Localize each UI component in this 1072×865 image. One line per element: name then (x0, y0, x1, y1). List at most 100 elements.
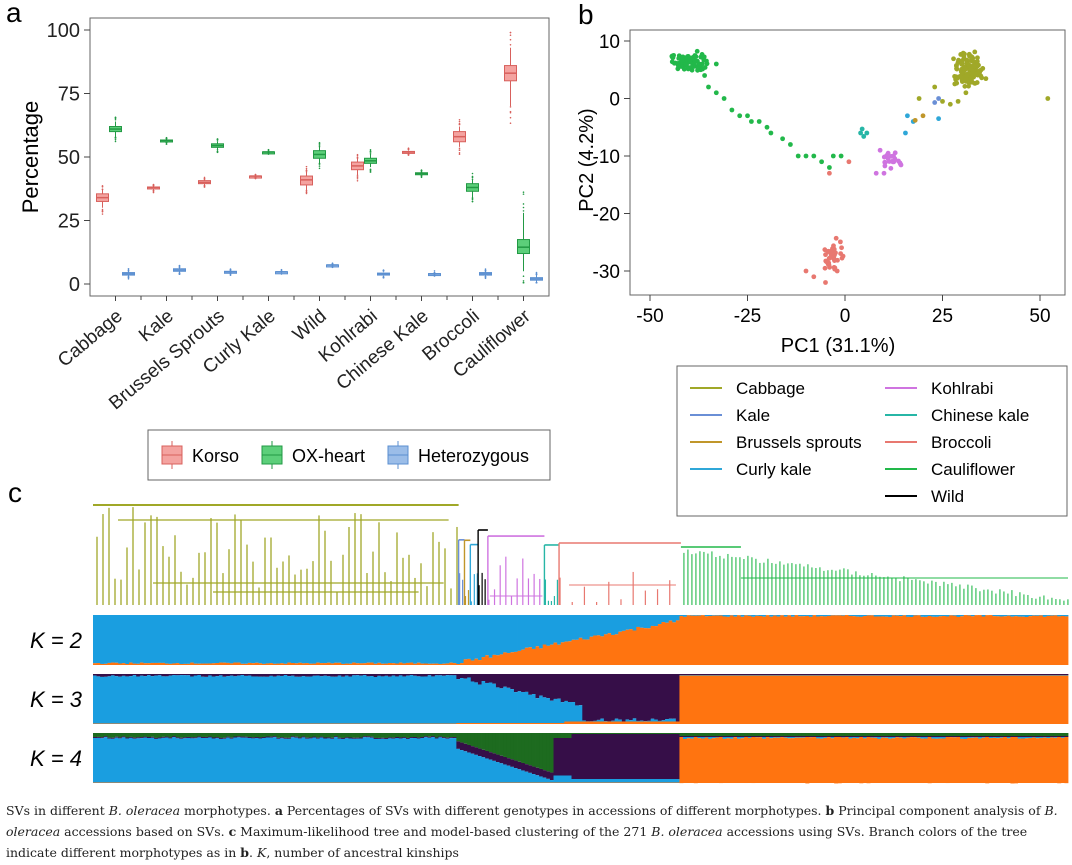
y-tick-label: 75 (58, 84, 80, 106)
admixture-segment (409, 737, 414, 739)
admixture-segment (826, 615, 831, 665)
admixture-segment (672, 733, 677, 734)
admixture-segment (157, 662, 162, 665)
admixture-segment (409, 738, 414, 783)
admixture-segment (276, 663, 281, 665)
admixture-segment (942, 738, 947, 783)
admixture-segment (560, 674, 565, 703)
admixture-segment (312, 782, 317, 783)
admixture-segment (1053, 675, 1058, 724)
admixture-segment (229, 674, 234, 676)
box-outlier (522, 275, 525, 278)
admixture-segment (146, 723, 151, 724)
admixture-segment (258, 738, 263, 783)
admixture-segment (1060, 675, 1065, 724)
admixture-segment (107, 733, 112, 738)
admixture-segment (1006, 736, 1011, 737)
admixture-segment (726, 675, 731, 724)
admixture-segment (729, 674, 734, 675)
admixture-segment (456, 674, 461, 680)
admixture-segment (823, 737, 828, 738)
admixture-segment (546, 778, 551, 783)
admixture-segment (110, 662, 115, 665)
admixture-segment (208, 723, 213, 724)
admixture-segment (420, 737, 425, 783)
admixture-segment (816, 737, 821, 739)
admixture-segment (341, 723, 346, 724)
admixture-segment (877, 736, 882, 737)
admixture-segment (272, 723, 277, 724)
point-cauliflower (696, 63, 702, 68)
admixture-segment (193, 675, 198, 724)
point-cabbage (970, 70, 975, 76)
admixture-segment (283, 782, 288, 783)
admixture-segment (888, 674, 893, 675)
admixture-segment (139, 782, 144, 783)
admixture-segment (675, 734, 680, 779)
admixture-segment (787, 737, 792, 739)
admixture-segment (150, 676, 155, 724)
admixture-segment (208, 675, 213, 724)
admixture-segment (942, 736, 947, 737)
admixture-segment (128, 737, 133, 783)
admixture-segment (690, 736, 695, 737)
admixture-segment (366, 676, 371, 724)
admixture-segment (909, 675, 914, 724)
admixture-segment (1003, 675, 1008, 676)
admixture-segment (416, 782, 421, 783)
admixture-segment (1050, 674, 1055, 675)
admixture-segment (859, 674, 864, 675)
box-outlier (305, 167, 308, 170)
admixture-segment (1024, 674, 1029, 675)
admixture-segment (1021, 616, 1026, 665)
admixture-segment (258, 782, 263, 783)
admixture-segment (193, 723, 198, 724)
admixture-segment (798, 675, 803, 676)
admixture-segment (132, 733, 137, 738)
admixture-segment (298, 737, 303, 739)
admixture-segment (330, 738, 335, 783)
admixture-segment (423, 674, 428, 677)
admixture-segment (567, 782, 572, 783)
admixture-segment (150, 736, 155, 738)
admixture-segment (999, 674, 1004, 675)
admixture-segment (902, 736, 907, 737)
admixture-segment (316, 662, 321, 665)
admixture-segment (762, 675, 767, 676)
admixture-segment (726, 738, 731, 783)
admixture-segment (406, 674, 411, 676)
admixture-segment (467, 658, 472, 665)
admixture-segment (722, 615, 727, 617)
admixture-segment (575, 674, 580, 706)
admixture-segment (477, 748, 482, 757)
admixture-segment (870, 733, 875, 736)
admixture-segment (978, 675, 983, 724)
admixture-segment (859, 675, 864, 724)
admixture-segment (161, 662, 166, 665)
admixture-segment (402, 737, 407, 739)
admixture-segment (769, 736, 774, 737)
admixture-segment (114, 736, 119, 738)
admixture-segment (535, 698, 540, 723)
admixture-segment (157, 737, 162, 739)
admixture-segment (420, 782, 425, 783)
admixture-segment (319, 615, 324, 664)
admixture-segment (672, 734, 677, 779)
admixture-segment (132, 782, 137, 783)
admixture-segment (657, 782, 662, 783)
admixture-segment (801, 616, 806, 665)
admixture-segment (283, 737, 288, 739)
admixture-segment (114, 615, 119, 663)
admixture-segment (949, 736, 954, 737)
admixture-segment (229, 675, 234, 724)
admixture-segment (290, 723, 295, 724)
admixture-segment (100, 738, 105, 783)
point-kohlrabi (882, 163, 888, 169)
admixture-segment (294, 676, 299, 724)
admixture-segment (477, 756, 482, 783)
admixture-segment (337, 738, 342, 783)
admixture-segment (1021, 738, 1026, 783)
admixture-segment (657, 733, 662, 734)
box-outlier (433, 275, 436, 277)
admixture-segment (553, 733, 558, 738)
